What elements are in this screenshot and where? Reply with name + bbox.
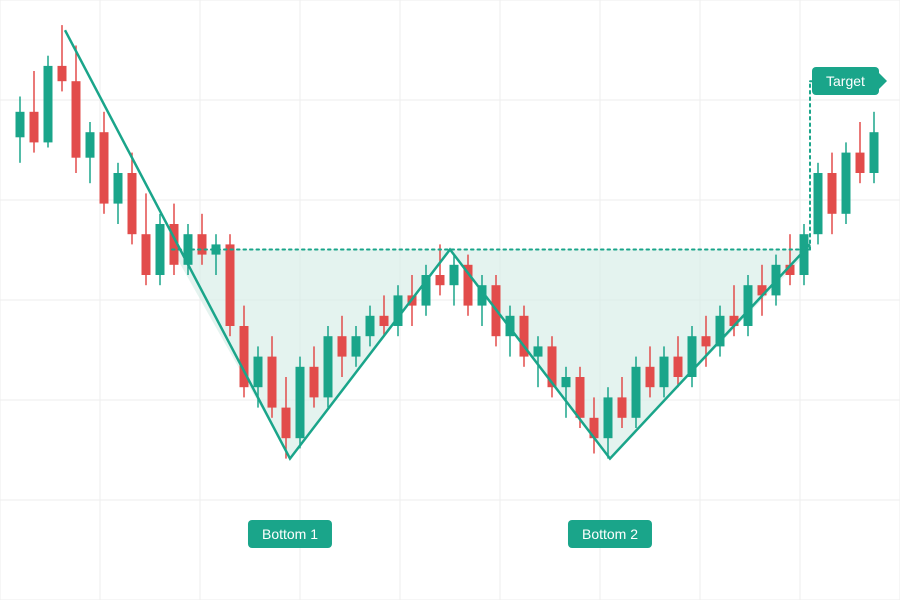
chart-svg bbox=[0, 0, 900, 600]
label-bottom-2: Bottom 2 bbox=[568, 520, 652, 548]
label-bottom-1: Bottom 1 bbox=[248, 520, 332, 548]
grid bbox=[0, 0, 900, 600]
double-bottom-chart: Bottom 1 Bottom 2 Target bbox=[0, 0, 900, 600]
label-target: Target bbox=[812, 67, 879, 95]
pattern-lines bbox=[65, 30, 810, 458]
candles bbox=[16, 25, 879, 459]
